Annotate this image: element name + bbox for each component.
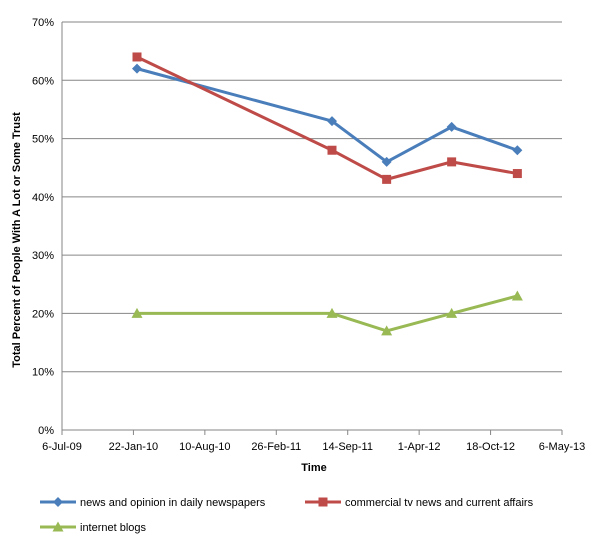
series-3 [131, 290, 523, 336]
data-point [512, 145, 523, 156]
series-group [131, 52, 523, 336]
data-point [446, 307, 458, 318]
y-tick-label: 30% [32, 250, 54, 262]
legend-item: internet blogs [40, 521, 147, 534]
x-tick-label: 1-Apr-12 [398, 441, 441, 453]
x-tick-label: 22-Jan-10 [109, 441, 159, 453]
y-tick-label: 0% [38, 425, 54, 437]
x-tick-label: 6-May-13 [539, 441, 585, 453]
data-point [447, 157, 457, 167]
data-point [511, 290, 523, 301]
y-tick-label: 70% [32, 17, 54, 29]
data-point [512, 169, 522, 179]
x-tick-label: 26-Feb-11 [251, 441, 301, 453]
x-tick-label: 18-Oct-12 [466, 441, 515, 453]
data-point [131, 307, 143, 318]
x-axis-title: Time [301, 462, 326, 474]
legend-item: news and opinion in daily newspapers [40, 497, 266, 509]
series-line [136, 55, 518, 181]
data-point [381, 156, 392, 167]
y-tick-label: 50% [32, 134, 54, 146]
data-point [327, 116, 337, 127]
legend-marker [52, 521, 64, 532]
legend-label: news and opinion in daily newspapers [80, 497, 266, 509]
x-tick-label: 14-Sep-11 [322, 441, 373, 453]
series-1 [132, 63, 523, 167]
gridlines [62, 21, 562, 373]
data-point [327, 145, 337, 155]
tick-labels: 0% 10% 20% 30% 40% 50% 60% 70% 6-Jul-09 22-Jan-10… [32, 17, 585, 453]
y-tick-label: 20% [32, 308, 54, 320]
legend-label: internet blogs [80, 522, 147, 534]
legend-marker [53, 497, 63, 507]
legend-label: commercial tv news and current affairs [345, 497, 534, 509]
y-tick-label: 60% [32, 75, 54, 87]
x-tick-label: 10-Aug-10 [179, 441, 230, 453]
data-point [326, 307, 338, 318]
data-point [446, 121, 457, 132]
data-point [382, 174, 392, 184]
data-point [132, 52, 142, 62]
legend: news and opinion in daily newspapers comm… [40, 497, 534, 534]
axes [61, 22, 563, 435]
data-point [381, 325, 393, 336]
legend-item: commercial tv news and current affairs [305, 497, 534, 509]
y-tick-label: 40% [32, 192, 54, 204]
legend-marker [318, 497, 328, 507]
y-tick-label: 10% [32, 367, 54, 379]
data-point [132, 63, 142, 74]
series-2 [132, 52, 522, 184]
x-tick-label: 6-Jul-09 [42, 441, 82, 453]
y-axis-title: Total Percent of People With A Lot or So… [11, 112, 23, 368]
